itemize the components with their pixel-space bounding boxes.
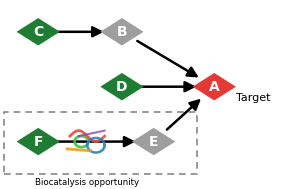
Polygon shape bbox=[100, 73, 144, 100]
Text: A: A bbox=[209, 80, 220, 94]
Text: C: C bbox=[33, 25, 43, 39]
Polygon shape bbox=[17, 18, 60, 46]
Text: Biocatalysis opportunity: Biocatalysis opportunity bbox=[35, 178, 139, 187]
Polygon shape bbox=[17, 128, 60, 155]
Text: F: F bbox=[33, 135, 43, 149]
Text: E: E bbox=[149, 135, 158, 149]
Text: D: D bbox=[116, 80, 128, 94]
Polygon shape bbox=[132, 128, 175, 155]
Text: B: B bbox=[117, 25, 127, 39]
Polygon shape bbox=[100, 18, 144, 46]
Text: Target: Target bbox=[236, 93, 270, 103]
Polygon shape bbox=[193, 73, 236, 100]
